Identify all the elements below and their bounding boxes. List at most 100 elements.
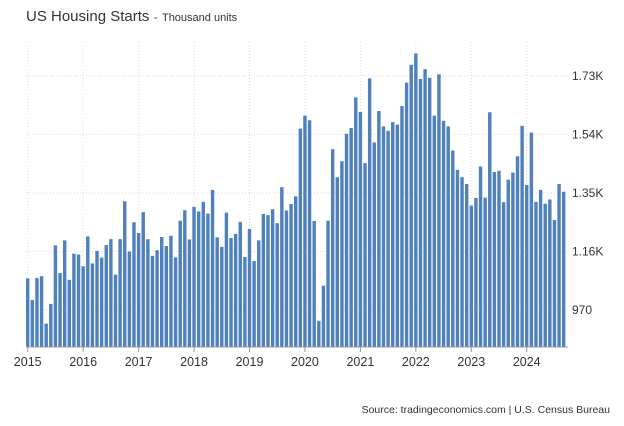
x-tick-label: 2016	[69, 355, 97, 369]
bar	[280, 187, 284, 347]
bar	[497, 170, 501, 347]
bar	[423, 69, 427, 348]
bar	[538, 189, 543, 347]
bar	[317, 320, 321, 347]
bar	[86, 236, 90, 347]
bar	[49, 303, 53, 347]
y-tick-label: 970	[572, 303, 592, 317]
bar	[474, 197, 478, 347]
bar	[247, 229, 252, 347]
bar	[534, 201, 538, 347]
x-tick-label: 2019	[236, 355, 264, 369]
bar	[326, 220, 330, 347]
bar	[492, 172, 497, 347]
bar	[451, 150, 455, 347]
bar	[340, 161, 344, 347]
bar	[289, 204, 293, 347]
bar	[525, 184, 529, 347]
bar	[548, 199, 552, 347]
bar	[464, 184, 469, 347]
bar	[127, 251, 132, 347]
x-tick-label: 2015	[14, 355, 42, 369]
bar	[99, 257, 104, 347]
bar	[95, 250, 99, 347]
bar	[400, 106, 404, 347]
bar	[427, 77, 432, 348]
bars	[26, 53, 566, 348]
bar	[196, 211, 201, 347]
chart-title: US Housing Starts	[26, 8, 150, 25]
bar	[270, 209, 275, 347]
bar	[123, 201, 127, 347]
bar	[62, 240, 67, 347]
bar	[136, 233, 141, 347]
axes	[26, 346, 568, 352]
y-tick-label: 1.16K	[572, 244, 603, 258]
bar	[58, 273, 62, 347]
bar	[404, 82, 409, 348]
bar	[104, 245, 108, 347]
bar	[229, 237, 233, 347]
bar	[141, 212, 145, 347]
bar	[298, 128, 303, 347]
bar	[363, 163, 367, 347]
bar	[330, 149, 335, 347]
chart-subtitle-separator: -	[153, 12, 158, 24]
bar	[155, 250, 159, 347]
x-tick-label: 2024	[513, 355, 541, 369]
y-tick-label: 1.54K	[572, 127, 603, 141]
bar	[164, 245, 169, 347]
bar	[455, 169, 460, 347]
bar	[192, 206, 196, 347]
bar	[511, 172, 515, 347]
bar	[441, 120, 446, 348]
bar	[243, 257, 247, 347]
bar	[557, 184, 561, 347]
bar	[303, 115, 307, 347]
bar	[312, 220, 316, 347]
bar	[506, 179, 510, 347]
bar	[409, 64, 413, 348]
y-tick-label: 1.73K	[572, 69, 603, 83]
bar	[109, 239, 113, 347]
x-axis-labels: 2015 2016 2017 2018 2019 2020 2021 2022 2023 2024	[14, 355, 541, 369]
bar	[53, 245, 58, 347]
bar	[81, 266, 85, 347]
y-axis-labels: 970 1.16K 1.35K 1.54K 1.73K	[572, 69, 603, 317]
bar	[520, 125, 524, 347]
bar	[478, 166, 483, 347]
bar	[35, 277, 39, 347]
bar	[552, 220, 557, 347]
bar	[437, 74, 441, 347]
bar	[372, 142, 376, 347]
x-tick-label: 2017	[125, 355, 153, 369]
bar	[294, 196, 298, 347]
bar	[113, 274, 118, 347]
bar	[460, 177, 464, 347]
bar	[67, 279, 72, 347]
bar	[26, 278, 30, 347]
bar	[561, 191, 566, 347]
bar	[349, 127, 353, 347]
bar	[391, 122, 395, 347]
bar	[76, 254, 81, 347]
bar	[501, 202, 506, 347]
bar	[220, 246, 224, 347]
bar	[252, 261, 256, 347]
chart-title-row: US Housing Starts - Thousand units	[26, 8, 237, 26]
x-tick-label: 2021	[346, 355, 374, 369]
bar	[354, 97, 358, 347]
bar	[266, 215, 270, 347]
bar	[210, 189, 215, 347]
x-tick-label: 2022	[402, 355, 430, 369]
x-tick-label: 2020	[291, 355, 319, 369]
bar	[386, 130, 390, 347]
bar	[446, 126, 450, 347]
bar	[183, 210, 187, 347]
x-tick-label: 2023	[457, 355, 485, 369]
y-tick-label: 1.35K	[572, 186, 603, 200]
bar	[150, 255, 155, 347]
bar	[469, 205, 473, 347]
bar	[257, 240, 261, 347]
